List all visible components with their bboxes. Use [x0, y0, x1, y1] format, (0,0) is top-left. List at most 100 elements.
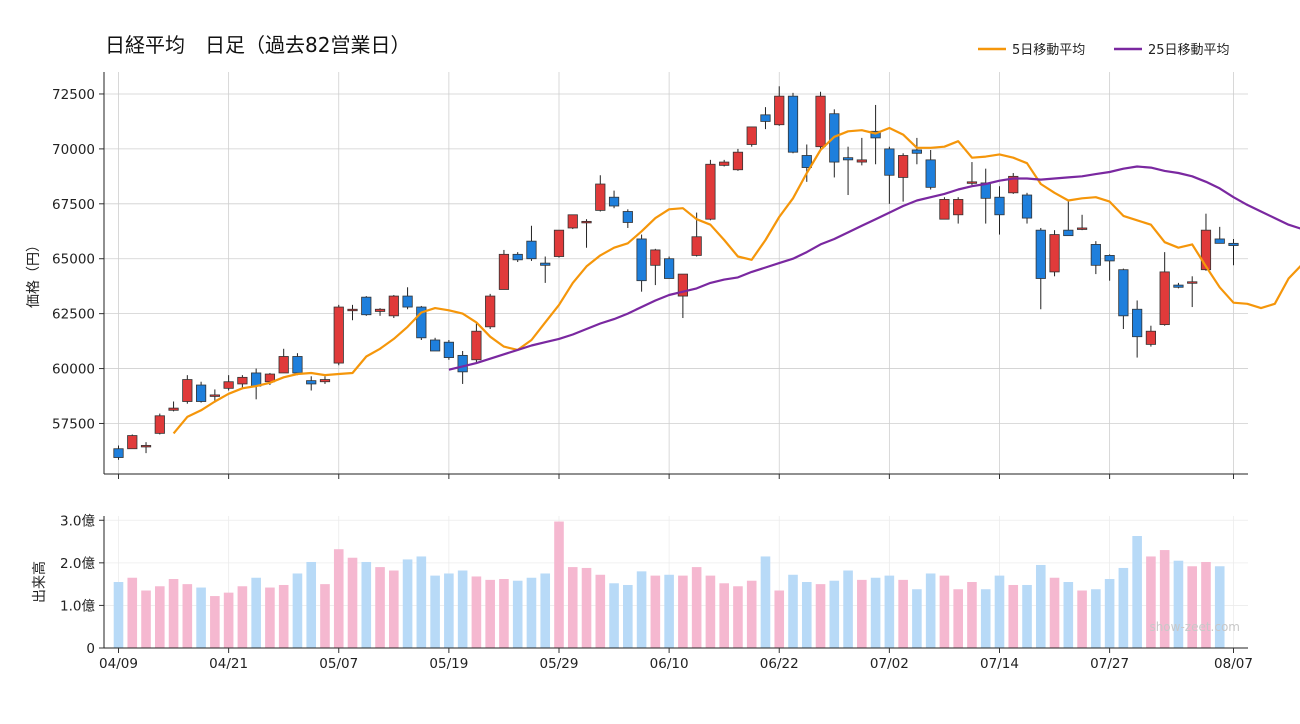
volume-bar-45	[733, 586, 743, 648]
candle-body-43	[705, 163, 716, 220]
candle-body-71	[1090, 244, 1101, 266]
candle-body-15	[319, 379, 331, 383]
volume-bar-76	[1159, 550, 1170, 648]
candle-body-45	[732, 151, 744, 171]
ma-line-1	[448, 165, 1300, 371]
candle-body-32	[553, 229, 565, 257]
volume-ytick-label-3: 3.0億	[60, 513, 95, 529]
volume-ytick-label-1: 1.0億	[60, 598, 95, 614]
volume-bar-37	[623, 584, 633, 648]
volume-bar-67	[1035, 564, 1046, 648]
volume-bar-69	[1063, 582, 1074, 648]
candle-body-14	[306, 380, 317, 385]
candle-body-49	[787, 95, 799, 153]
volume-bar-24	[444, 573, 454, 648]
price-ytick-label-5: 70000	[52, 142, 95, 158]
price-ytick-label-3: 65000	[52, 252, 95, 268]
volume-bar-25	[457, 570, 468, 648]
candle-body-7	[209, 394, 220, 397]
candle-body-70	[1076, 227, 1088, 230]
volume-bar-60	[939, 575, 950, 648]
volume-bar-64	[994, 575, 1005, 648]
candle-body-2	[140, 445, 152, 448]
candle-body-75	[1145, 330, 1157, 345]
candle-body-73	[1118, 269, 1129, 317]
volume-bar-39	[650, 575, 661, 648]
candle-body-78	[1187, 281, 1198, 284]
volume-bar-17	[347, 557, 358, 648]
volume-bar-52	[829, 580, 840, 648]
volume-bar-78	[1187, 566, 1198, 648]
volume-bar-41	[678, 575, 688, 648]
candle-body-42	[691, 236, 702, 256]
volume-ytick-label-0: 0	[86, 641, 95, 657]
candle-body-53	[842, 157, 854, 161]
volume-bar-38	[636, 571, 647, 648]
volume-bar-65	[1008, 584, 1019, 648]
candle-body-10	[251, 372, 262, 387]
volume-bar-27	[485, 579, 495, 648]
candle-body-58	[911, 149, 922, 154]
price-y-axis-label: 価格（円）	[26, 238, 42, 308]
candle-body-38	[636, 238, 647, 282]
volume-bar-29	[512, 580, 523, 648]
x-tick-label-10: 08/07	[1214, 656, 1253, 672]
candle-body-76	[1159, 271, 1170, 326]
candle-body-47	[760, 114, 771, 122]
volume-bar-47	[760, 556, 771, 648]
legend-label-0: 5日移動平均	[1012, 43, 1085, 58]
volume-bar-35	[595, 574, 606, 648]
candle-body-24	[443, 341, 454, 358]
volume-bar-11	[265, 587, 275, 648]
candle-body-0	[113, 448, 124, 458]
x-tick-label-4: 05/29	[540, 656, 579, 672]
volume-bar-13	[292, 573, 303, 648]
volume-ytick-label-2: 2.0億	[60, 556, 95, 572]
x-tick-label-1: 04/21	[209, 656, 248, 672]
volume-bar-26	[471, 576, 482, 648]
volume-bar-71	[1091, 589, 1101, 648]
volume-bar-55	[870, 577, 881, 648]
candle-body-41	[677, 273, 688, 297]
volume-bar-28	[499, 579, 509, 648]
x-tick-label-6: 06/22	[760, 656, 799, 672]
candle-body-36	[608, 196, 620, 207]
candle-body-23	[430, 339, 441, 352]
x-tick-label-3: 05/19	[429, 656, 468, 672]
volume-bar-6	[196, 587, 206, 648]
volume-bar-2	[141, 590, 151, 648]
chart-title: 日経平均 日足（過去82営業日）	[105, 33, 410, 57]
price-ytick-label-2: 62500	[52, 307, 95, 323]
volume-bar-70	[1077, 590, 1087, 648]
candle-body-21	[402, 295, 413, 308]
candle-body-29	[512, 253, 523, 261]
candle-body-8	[223, 381, 234, 389]
candle-body-25	[457, 354, 468, 373]
volume-bar-59	[925, 573, 936, 648]
candle-body-66	[1021, 194, 1033, 219]
candle-body-22	[416, 306, 427, 339]
x-tick-label-7: 07/02	[870, 656, 909, 672]
candle-body-68	[1049, 234, 1060, 273]
candle-body-13	[292, 356, 303, 374]
volume-bar-49	[788, 574, 798, 648]
volume-bar-33	[567, 567, 578, 648]
volume-bar-79	[1201, 561, 1211, 648]
volume-bar-48	[774, 590, 785, 648]
volume-bar-72	[1104, 579, 1115, 648]
volume-bar-16	[333, 549, 344, 648]
volume-bar-8	[223, 592, 234, 648]
legend-label-1: 25日移動平均	[1148, 43, 1230, 58]
x-tick-label-8: 07/14	[980, 656, 1019, 672]
candle-body-26	[471, 330, 482, 361]
candle-body-16	[333, 306, 344, 364]
candle-body-50	[801, 155, 812, 168]
candle-body-69	[1063, 229, 1074, 237]
volume-bar-43	[705, 575, 716, 648]
candle-body-4	[168, 407, 179, 411]
volume-bar-73	[1118, 567, 1129, 648]
candle-body-64	[994, 196, 1005, 216]
volume-bar-20	[389, 570, 399, 648]
